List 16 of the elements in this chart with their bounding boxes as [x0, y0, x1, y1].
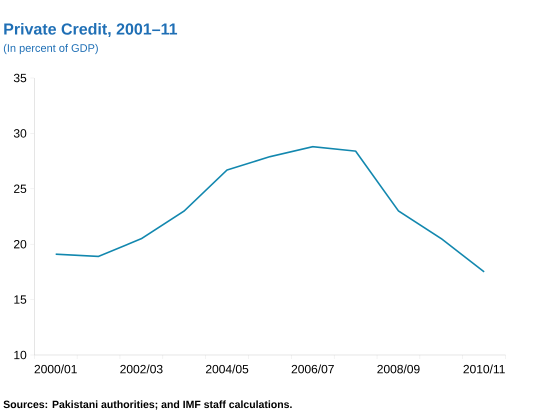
- x-tick-label: 2002/03: [120, 364, 163, 374]
- y-tick-label: 20: [14, 240, 26, 248]
- y-tick-label: 30: [14, 129, 26, 138]
- y-tick-label: 25: [14, 184, 26, 194]
- chart-subtitle: (In percent of GDP): [4, 44, 98, 54]
- x-tick-label: 2006/07: [292, 364, 334, 374]
- y-tick-label: 15: [14, 295, 26, 304]
- x-tick-label: 2008/09: [377, 364, 420, 374]
- chart-title: Private Credit, 2001–11: [4, 22, 178, 38]
- x-tick-label: 2004/05: [206, 364, 248, 374]
- y-tick-label: 10: [14, 350, 26, 360]
- source-note: Sources: Pakistani authorities; and IMF staff calculations.: [4, 400, 292, 410]
- x-tick-label: 2010/11: [464, 364, 505, 374]
- line-series: [54, 146, 485, 273]
- x-tick-label: 2000/01: [34, 364, 77, 374]
- y-tick-label: 35: [14, 74, 26, 82]
